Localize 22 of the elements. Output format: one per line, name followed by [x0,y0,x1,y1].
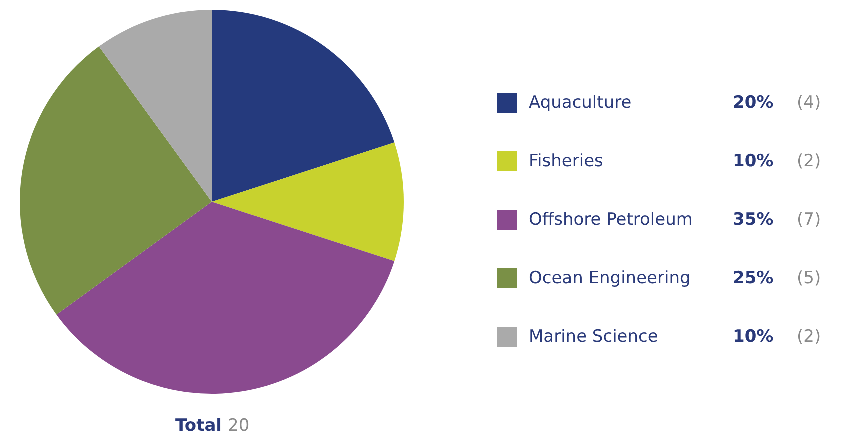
text: (2) [797,327,822,347]
text: Total [176,416,222,436]
data-label: 20% [733,93,774,113]
text: (4) [797,93,822,113]
data-label: 10% [733,327,774,347]
pie-slice [212,142,404,262]
data-label: 10% [733,152,774,172]
legend-label: Fisheries [529,152,604,172]
text: 20 [228,416,250,436]
legend-label: Ocean Engineering [529,268,691,288]
pie-slice [99,10,212,202]
pie-slice [56,202,395,394]
text: (5) [797,268,822,288]
legend-label: Aquaculture [529,93,632,113]
pie-slice [20,46,212,315]
pie-slice [212,10,395,202]
legend-label: Offshore Petroleum [529,210,693,230]
text: (7) [797,210,822,230]
text: (2) [797,152,822,172]
data-label: 35% [733,210,774,230]
data-label: 25% [733,268,774,288]
legend-label: Marine Science [529,327,658,347]
